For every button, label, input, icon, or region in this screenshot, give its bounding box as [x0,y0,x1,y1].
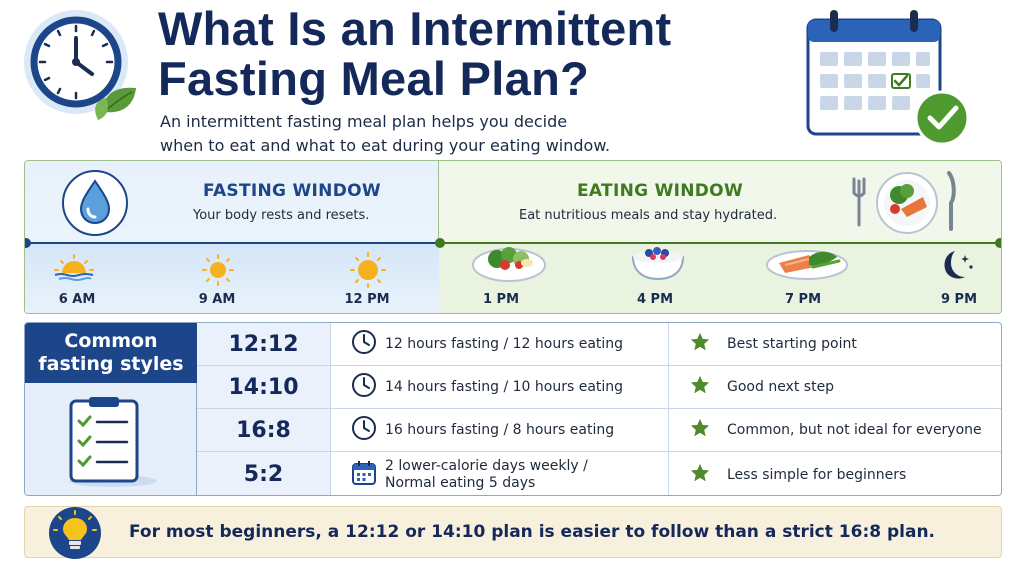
calendar-icon [351,460,377,490]
description-text: 14 hours fasting / 10 hours eating [385,378,624,395]
water-drop-icon [61,169,129,241]
lightbulb-icon [45,505,105,565]
note-text: Common, but not ideal for everyone [727,422,982,438]
description-cell: 12 hours fasting / 12 hours eating [331,323,669,365]
clock-icon [351,372,377,402]
note-cell: Good next step [669,366,1001,408]
noon-sun-icon [349,251,387,293]
title-line-2: Fasting Meal Plan? [158,52,590,105]
note-text: Best starting point [727,336,857,352]
description-cell: 14 hours fasting / 10 hours eating [331,366,669,408]
time-4pm: 4 PM [636,292,674,307]
description-text: 16 hours fasting / 8 hours eating [385,421,615,438]
styles-sidebar: Common fasting styles [25,323,197,495]
ratio-cell: 12:12 [197,323,331,365]
note-cell: Common, but not ideal for everyone [669,409,1001,451]
table-row: 12:12 12 hours fasting / 12 hours eating… [197,323,1001,366]
clipboard-checklist-icon [63,397,163,493]
salad-plate-icon [471,237,547,287]
sunrise-icon [53,253,95,287]
fasting-styles-table: Common fasting styles 12:12 12 hours fas… [24,322,1002,496]
styles-heading-line-1: Common [64,330,158,352]
table-row: 5:2 2 lower-calorie days weekly / Normal… [197,452,1001,495]
title-line-1: What Is an Intermittent [158,2,672,55]
star-icon [689,331,711,357]
table-row: 16:8 16 hours fasting / 8 hours eating C… [197,409,1001,452]
fasting-window-title: FASTING WINDOW [203,181,381,201]
meal-plate-icon [851,167,961,241]
table-row: 14:10 14 hours fasting / 10 hours eating… [197,366,1001,409]
time-6am: 6 AM [58,292,96,307]
time-9am: 9 AM [198,292,236,307]
description-text-line-2: Normal eating 5 days [385,474,536,491]
moon-stars-icon [937,247,977,287]
time-9pm: 9 PM [940,292,978,307]
star-icon [689,417,711,443]
description-cell: 16 hours fasting / 8 hours eating [331,409,669,451]
subtitle-line-1: An intermittent fasting meal plan helps … [160,112,568,131]
daily-timeline: FASTING WINDOW Your body rests and reset… [24,160,1002,314]
fasting-window-subtitle: Your body rests and resets. [193,208,370,223]
ratio-cell: 14:10 [197,366,331,408]
styles-heading-line-2: fasting styles [38,353,184,375]
ratio-cell: 5:2 [197,452,331,495]
clock-icon [351,329,377,359]
morning-sun-icon [201,253,235,291]
eating-window-subtitle: Eat nutritious meals and stay hydrated. [519,208,778,223]
timeline-end-dot [995,238,1001,248]
yogurt-bowl-icon [629,241,687,287]
salmon-plate-icon [765,241,849,285]
clock-icon [351,415,377,445]
eating-window-title: EATING WINDOW [577,181,743,201]
eating-timeline-line [439,242,1001,244]
time-12pm: 12 PM [344,292,390,307]
page-title: What Is an Intermittent Fasting Meal Pla… [158,4,798,104]
star-icon [689,462,711,488]
page-subtitle: An intermittent fasting meal plan helps … [160,110,780,158]
footer-tip-banner: For most beginners, a 12:12 or 14:10 pla… [24,506,1002,559]
note-text: Good next step [727,379,835,395]
note-cell: Best starting point [669,323,1001,365]
footer-tip-text: For most beginners, a 12:12 or 14:10 pla… [129,522,936,542]
styles-heading: Common fasting styles [25,323,197,383]
timeline-mid-dot [435,238,445,248]
star-icon [689,374,711,400]
time-1pm: 1 PM [482,292,520,307]
description-text-line-1: 2 lower-calorie days weekly / [385,457,588,474]
description-text: 12 hours fasting / 12 hours eating [385,335,624,352]
fasting-timeline-line [25,242,439,244]
timeline-start-dot [25,238,31,248]
time-7pm: 7 PM [784,292,822,307]
description-cell: 2 lower-calorie days weekly / Normal eat… [331,452,669,495]
note-text: Less simple for beginners [727,466,907,483]
calendar-check-icon [800,6,980,150]
ratio-cell: 16:8 [197,409,331,451]
note-cell: Less simple for beginners [669,452,1001,495]
subtitle-line-2: when to eat and what to eat during your … [160,136,611,155]
clock-illustration [22,8,140,126]
